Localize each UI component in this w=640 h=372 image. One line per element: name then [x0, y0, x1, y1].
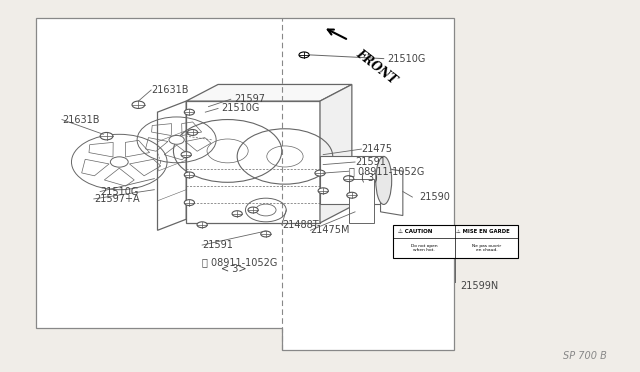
Text: ⑙ 08911-1052G: ⑙ 08911-1052G	[349, 166, 424, 176]
Circle shape	[184, 109, 195, 115]
Text: 21597+A: 21597+A	[94, 194, 140, 204]
Text: ( 3): ( 3)	[362, 173, 378, 183]
Circle shape	[344, 176, 354, 182]
Text: SP 700 B: SP 700 B	[563, 352, 607, 361]
Text: 21599N: 21599N	[460, 281, 499, 291]
Circle shape	[169, 135, 184, 144]
Text: 21590: 21590	[419, 192, 450, 202]
Circle shape	[248, 207, 258, 213]
Circle shape	[318, 188, 328, 194]
Polygon shape	[320, 84, 352, 223]
Circle shape	[184, 200, 195, 206]
Circle shape	[100, 132, 113, 140]
Text: Ne pas ouvrir
en chaud.: Ne pas ouvrir en chaud.	[472, 244, 501, 252]
Text: 21475: 21475	[362, 144, 392, 154]
Text: 21510G: 21510G	[387, 54, 426, 64]
Text: FRONT: FRONT	[353, 48, 399, 87]
Circle shape	[299, 52, 309, 58]
Polygon shape	[36, 18, 454, 350]
Text: 21631B: 21631B	[62, 115, 99, 125]
Text: ⑙ 08911-1052G: ⑙ 08911-1052G	[202, 257, 278, 267]
Text: ⚠ CAUTION: ⚠ CAUTION	[399, 229, 433, 234]
Polygon shape	[349, 179, 374, 223]
Circle shape	[347, 192, 357, 198]
Circle shape	[184, 172, 195, 178]
Text: 21591: 21591	[355, 157, 386, 167]
Circle shape	[188, 129, 198, 135]
Text: 21591: 21591	[202, 240, 233, 250]
Text: Do not open
when hot.: Do not open when hot.	[411, 244, 438, 252]
Text: 21510G: 21510G	[221, 103, 260, 113]
Circle shape	[110, 157, 128, 167]
Circle shape	[132, 101, 145, 109]
Circle shape	[181, 152, 191, 158]
Text: ⚠ MISE EN GARDE: ⚠ MISE EN GARDE	[456, 229, 509, 234]
Polygon shape	[186, 84, 352, 101]
Bar	[394, 225, 518, 258]
Text: 21631B: 21631B	[151, 85, 189, 95]
Circle shape	[315, 170, 325, 176]
Polygon shape	[186, 101, 320, 223]
Circle shape	[260, 231, 271, 237]
Text: 21597: 21597	[234, 94, 265, 104]
Polygon shape	[320, 157, 384, 205]
Ellipse shape	[376, 157, 392, 205]
Circle shape	[232, 211, 243, 217]
Text: 21475M: 21475M	[310, 225, 350, 235]
Text: 21510G: 21510G	[100, 186, 138, 196]
Text: 21488T: 21488T	[282, 220, 318, 230]
Circle shape	[197, 222, 207, 228]
Text: < 3>: < 3>	[221, 264, 247, 274]
Polygon shape	[381, 167, 403, 215]
